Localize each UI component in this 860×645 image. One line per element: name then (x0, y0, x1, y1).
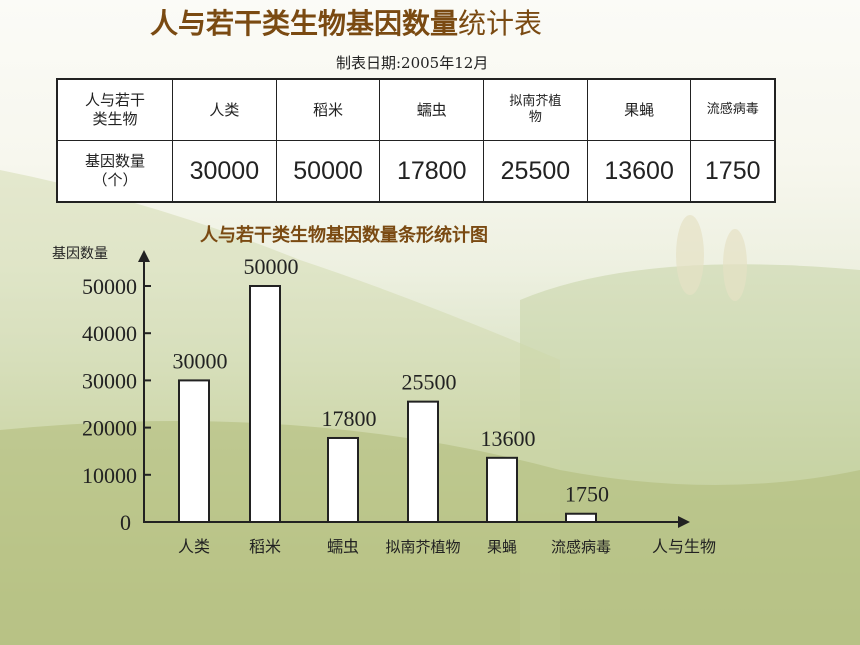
table-cell-count: 13600 (586, 140, 692, 203)
data-label: 25500 (402, 370, 457, 395)
table-cell-organism: 流感病毒 (690, 78, 776, 141)
category-label: 人类 (178, 537, 210, 556)
table-header-organisms: 人与若干 类生物 (56, 78, 173, 141)
category-label: 拟南芥植物 (385, 538, 460, 556)
table-cell-count: 17800 (379, 140, 485, 203)
y-axis-label: 基因数量 (52, 245, 108, 262)
y-tick-label: 30000 (82, 368, 137, 393)
y-tick-label: 10000 (82, 463, 137, 488)
y-ticks: 0 10000 20000 30000 40000 50000 (82, 274, 151, 535)
category-label: 流感病毒 (551, 538, 611, 556)
y-tick-label: 0 (120, 510, 131, 535)
page-title: 人与若干类生物基因数量统计表 (150, 7, 543, 40)
bar (249, 285, 281, 523)
table-cell-organism: 果蝇 (586, 78, 692, 141)
table-cell-count: 1750 (690, 140, 776, 203)
bar (407, 400, 439, 524)
gene-count-table: 人与若干 类生物 人类 稻米 蠕虫 拟南芥植物 果蝇 流感病毒 基因数量 （个） 3… (56, 78, 776, 203)
data-label: 17800 (322, 406, 377, 431)
x-axis-label: 人与生物 (652, 537, 716, 556)
table-cell-organism: 拟南芥植物 (483, 78, 588, 141)
chart-title: 人与若干类生物基因数量条形统计图 (200, 224, 488, 246)
table-cell-count: 50000 (275, 140, 381, 203)
table-row-counts: 基因数量 （个） 30000 50000 17800 25500 13600 17… (56, 140, 776, 203)
bar (565, 512, 597, 523)
table-cell-organism: 蠕虫 (379, 78, 485, 141)
bar (327, 436, 359, 524)
table-cell-organism: 稻米 (275, 78, 381, 141)
table-cell-count: 30000 (172, 140, 277, 203)
category-labels: 人类 稻米 蠕虫 拟南芥植物 果蝇 流感病毒 (178, 537, 611, 556)
y-tick-label: 20000 (82, 416, 137, 441)
data-labels: 30000 50000 17800 25500 13600 1750 (173, 254, 610, 507)
table-date: 制表日期:2005年12月 (336, 54, 489, 72)
bar (486, 456, 518, 524)
bar (178, 379, 210, 523)
table-cell-organism: 人类 (172, 78, 277, 141)
bars (178, 285, 597, 524)
table-header-counts: 基因数量 （个） (56, 140, 173, 203)
data-label: 30000 (173, 348, 228, 373)
data-label: 1750 (565, 482, 609, 507)
data-label: 13600 (481, 426, 536, 451)
category-label: 稻米 (249, 537, 281, 556)
table-row-organisms: 人与若干 类生物 人类 稻米 蠕虫 拟南芥植物 果蝇 流感病毒 (56, 78, 776, 141)
y-tick-label: 40000 (82, 321, 137, 346)
y-tick-label: 50000 (82, 274, 137, 299)
table-cell-count: 25500 (483, 140, 588, 203)
data-label: 50000 (244, 254, 299, 279)
category-label: 果蝇 (487, 538, 517, 556)
category-label: 蠕虫 (327, 537, 359, 556)
